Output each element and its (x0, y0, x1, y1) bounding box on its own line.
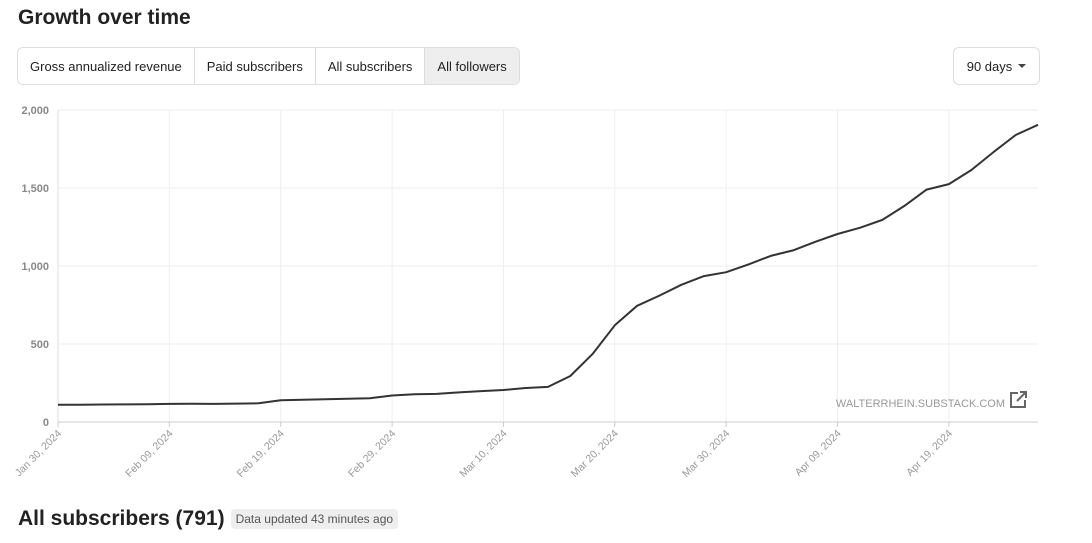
x-tick-label: Mar 10, 2024 (457, 428, 509, 480)
chart: 0 500 1,000 1,500 2,000 Jan 30, 2024 Feb 09, 2… (13, 105, 1039, 480)
x-tick-label: Feb 09, 2024 (123, 428, 175, 480)
page-title: Growth over time (18, 6, 191, 29)
update-note: Data updated 43 minutes ago (230, 509, 399, 529)
tab[interactable]: Paid subscribers (194, 48, 316, 84)
y-tick-label: 0 (43, 417, 49, 429)
range-select[interactable]: 90 days (953, 47, 1040, 85)
external-link-icon[interactable] (1010, 391, 1027, 408)
tab[interactable]: All subscribers (315, 48, 426, 84)
section-title: All subscribers (791) (18, 507, 225, 530)
tab[interactable]: Gross annualized revenue (18, 48, 195, 84)
x-tick-label: Mar 20, 2024 (569, 428, 621, 480)
x-tick-label: Mar 30, 2024 (680, 428, 732, 480)
y-tick-label: 500 (31, 339, 49, 351)
x-tick-label: Jan 30, 2024 (13, 428, 65, 480)
tab-bar: Gross annualized revenue Paid subscriber… (17, 47, 520, 85)
x-tick-label: Feb 29, 2024 (346, 428, 398, 480)
plot: 0 500 1,000 1,500 2,000 Jan 30, 2024 Feb 09, 2… (13, 105, 1039, 480)
watermark: WALTERRHEIN.SUBSTACK.COM (836, 398, 1005, 410)
footer: All subscribers (791) Data updated 43 mi… (18, 507, 399, 531)
x-tick-label: Feb 19, 2024 (235, 428, 287, 480)
range-label: 90 days (966, 58, 1013, 74)
x-tick-label: Apr 19, 2024 (904, 428, 955, 479)
line (58, 123, 1039, 406)
y-tick-label: 1,000 (21, 261, 49, 273)
x-tick-label: Apr 09, 2024 (793, 428, 844, 479)
y-tick-label: 2,000 (21, 105, 49, 117)
tab[interactable]: All followers (425, 48, 519, 84)
y-tick-label: 1,500 (21, 183, 49, 195)
